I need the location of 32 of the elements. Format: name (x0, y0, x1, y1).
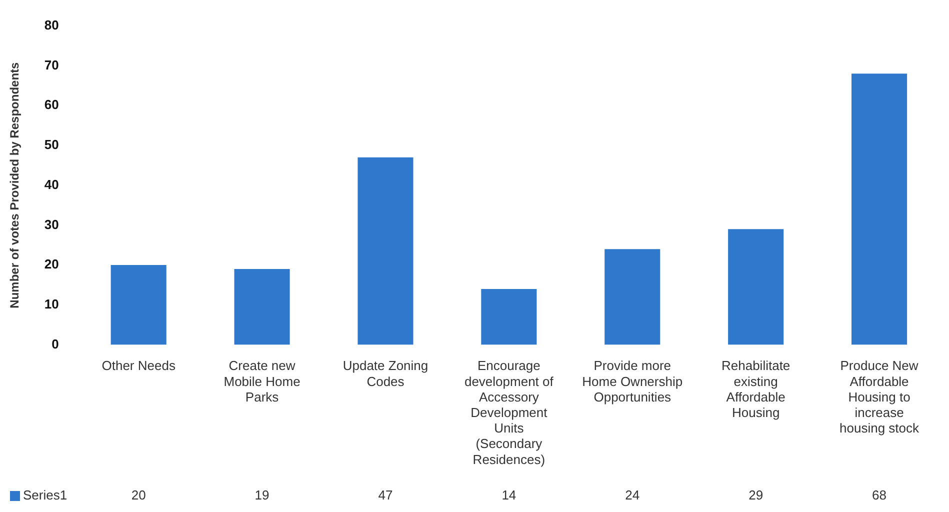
x-tick-label: Encourage development of Accessory Development Units (Secondary Residences) (464, 358, 554, 467)
x-tick-label: Other Needs (102, 358, 176, 374)
data-label: 19 (254, 488, 270, 503)
y-tick-label: 0 (52, 336, 59, 352)
x-tick-label: Update Zoning Codes (342, 358, 428, 389)
data-label: 29 (748, 488, 764, 503)
x-tick-label: Rehabilitate existing Affordable Housing (722, 358, 790, 420)
y-tick-label: 40 (44, 176, 59, 192)
y-tick-label: 70 (44, 57, 59, 72)
bar (110, 265, 166, 345)
bar (234, 269, 290, 345)
data-label: 68 (872, 488, 887, 503)
data-label: 24 (625, 488, 640, 503)
x-tick-label: Create new Mobile Home Parks (224, 358, 300, 404)
data-label: 47 (378, 488, 393, 503)
y-tick-label: 50 (44, 137, 59, 152)
bar (604, 249, 660, 345)
bar (481, 288, 537, 345)
y-tick-label: 60 (44, 97, 59, 112)
legend-label: Series1 (23, 488, 68, 503)
data-label: 14 (502, 488, 516, 503)
bar (728, 229, 784, 345)
bar (358, 157, 414, 345)
bar (852, 74, 908, 345)
y-tick-label: 10 (44, 296, 59, 312)
y-tick-label: 30 (44, 216, 59, 232)
y-axis-title: Number of votes Provided by Respondents (8, 62, 22, 308)
x-tick-label: Provide more Home Ownership Opportunities (582, 358, 683, 404)
y-tick-label: 80 (44, 17, 59, 32)
data-label: 20 (131, 488, 146, 503)
x-tick-label: Produce New Affordable Housing to increase housing stock (840, 358, 920, 436)
y-tick-label: 20 (44, 256, 59, 272)
